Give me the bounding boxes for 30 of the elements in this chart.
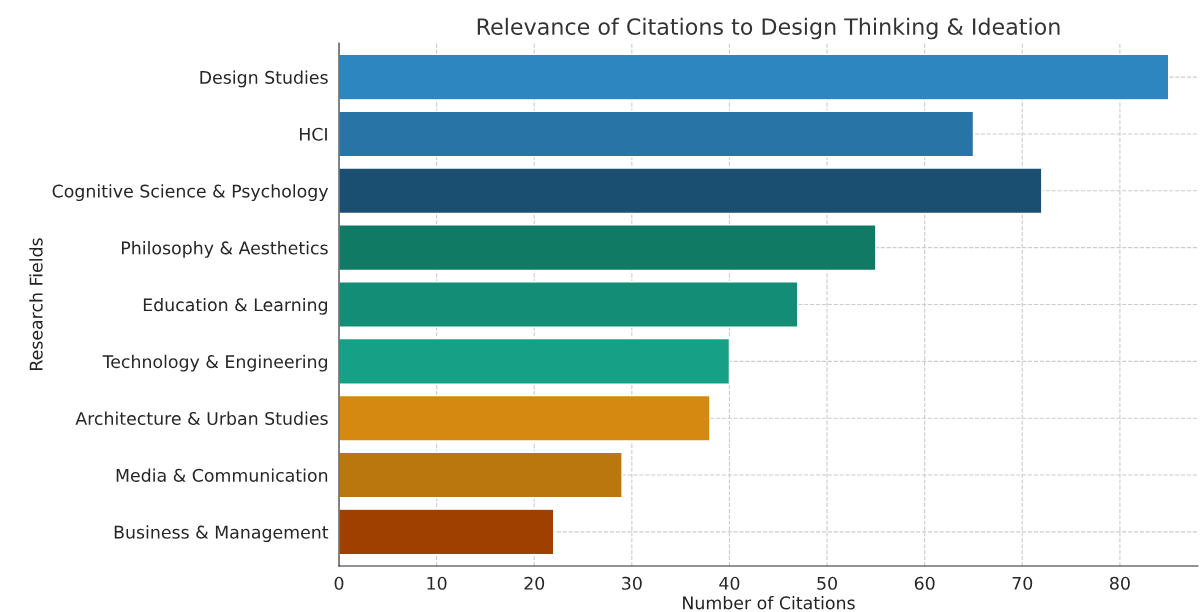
bar <box>339 53 1170 101</box>
bar <box>339 508 555 556</box>
y-tick-label: Cognitive Science & Psychology <box>52 184 329 202</box>
y-tick-label: Philosophy & Aesthetics <box>122 241 328 258</box>
chart-title: Relevance of Citations to Design Thinking & Ideation <box>477 17 1060 40</box>
y-tick-label: HCI <box>299 127 327 141</box>
x-tick-label: 50 <box>817 576 837 590</box>
x-tick-label: 0 <box>334 576 344 590</box>
bar <box>339 451 623 499</box>
bar <box>339 281 799 328</box>
y-tick-label: Design Studies <box>200 70 328 88</box>
bar <box>339 224 877 272</box>
x-tick-label: 70 <box>1012 576 1033 590</box>
y-tick-label: Technology & Engineering <box>102 354 327 372</box>
bar <box>339 337 731 385</box>
bar <box>339 110 975 158</box>
x-tick-label: 40 <box>719 576 740 590</box>
bar <box>339 167 1043 215</box>
y-axis-title: Research Fields <box>29 238 43 370</box>
y-tick-label: Architecture & Urban Studies <box>75 411 328 426</box>
x-tick-label: 20 <box>524 576 545 590</box>
bar <box>339 394 711 442</box>
y-tick-label: Media & Communication <box>116 468 328 482</box>
x-tick-label: 10 <box>427 576 447 590</box>
y-tick-label: Education & Learning <box>143 297 327 315</box>
x-tick-label: 60 <box>914 576 935 590</box>
x-axis-title: Number of Citations <box>683 596 855 610</box>
x-tick-label: 80 <box>1110 576 1130 590</box>
x-tick-label: 30 <box>622 576 642 590</box>
y-tick-label: Business & Management <box>114 525 329 543</box>
